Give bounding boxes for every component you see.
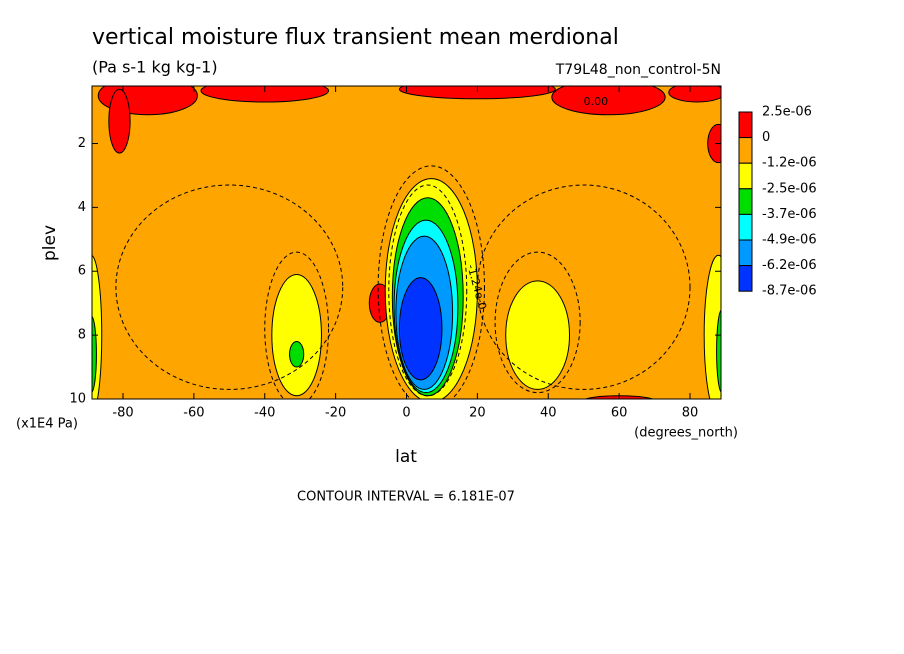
y-units: (x1E4 Pa) [16,417,78,432]
x-axis-label: lat [395,447,417,467]
x-tick-label: 0 [402,406,410,421]
footnote: CONTOUR INTERVAL = 6.181E-07 [297,490,515,505]
x-units: (degrees_north) [634,426,738,441]
x-tick-label: -80 [112,406,133,421]
colorbar-box [738,188,753,215]
x-tick-label: -20 [325,406,346,421]
colorbar-label: -1.2e-06 [762,156,817,171]
colorbar-box [738,213,753,241]
contour-region [271,273,322,397]
x-tick-label: 20 [469,406,486,421]
y-tick-label: 10 [69,392,86,407]
colorbar-label: -8.7e-06 [762,284,817,299]
contour-line [476,184,691,390]
colorbar-label: -4.9e-06 [762,233,817,248]
contour-region [668,86,721,103]
contour-line [388,184,468,397]
contour-label: 0.00 [584,95,609,108]
x-tick-label: -40 [254,406,275,421]
colorbar-box [738,265,753,292]
y-axis-label: plev [40,225,60,261]
dataset-label: T79L48_non_control-5N [555,62,721,78]
contour-region [707,123,721,164]
contour-region [92,315,97,393]
colorbar-box [738,137,753,164]
colorbar-box [738,111,753,139]
contour-region [289,341,305,368]
field [92,86,721,399]
contour-region [551,86,666,116]
contour-region [398,86,556,100]
y-tick-label: 8 [78,328,86,343]
colorbar-box [738,162,753,190]
colorbar-label: 2.5e-06 [762,105,812,120]
contour-region [716,309,721,393]
colorbar-label: -2.5e-06 [762,181,817,196]
contour-region [200,86,330,103]
chart-title: vertical moisture flux transient mean me… [92,25,619,50]
colorbar-label: -3.7e-06 [762,207,817,222]
y-tick-label: 2 [78,136,86,151]
x-tick-label: 60 [611,406,628,421]
contour-line [264,251,330,399]
contour-region [108,88,131,154]
colorbar-label: 0 [762,130,770,145]
contour-line [494,251,581,394]
y-tick-label: 6 [78,264,86,279]
x-tick-label: -60 [183,406,204,421]
x-tick-label: 80 [682,406,699,421]
x-tick-label: 40 [540,406,557,421]
subtitle: (Pa s-1 kg kg-1) [92,58,218,77]
contour-line [115,184,344,390]
y-tick-label: 4 [78,200,86,215]
colorbar-label: -6.2e-06 [762,258,817,273]
colorbar-box [738,239,753,267]
contour-region [505,280,571,390]
contour-line [377,165,485,399]
contour-region [398,277,443,381]
